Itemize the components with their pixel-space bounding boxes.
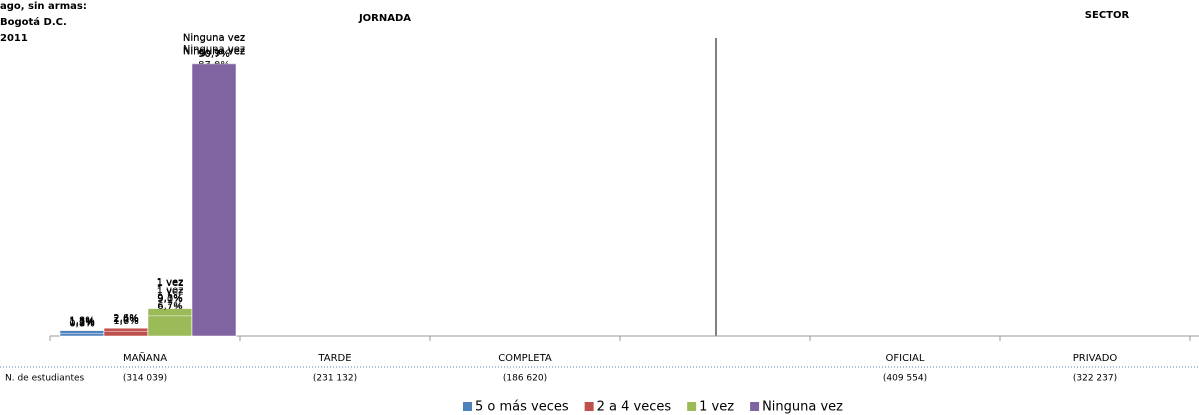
data-label: 1,7% [113,316,138,327]
data-label: 1,3% [69,317,94,328]
data-label: 1,6% [113,316,138,327]
data-label: 6,7% [157,301,182,312]
data-label-name: Ninguna vez [183,46,245,57]
count-label: (231 132) [313,374,357,384]
data-label: 90,9% [198,48,230,59]
count-label: (322 237) [1073,374,1117,384]
data-label-name: Ninguna vez [183,47,245,58]
bar [103,330,149,337]
counts-label: N. de estudiantes [5,374,85,384]
count-label: (314 039) [123,374,167,384]
x-tick-label: MAÑANA [123,351,167,364]
data-label-name: 1 vez [157,285,184,296]
data-label-name: 1 vez [157,277,184,288]
data-label-name: Ninguna vez [183,32,245,43]
bar [147,315,193,337]
legend-swatch [750,402,760,411]
legend-label: 2 a 4 veces [597,400,672,415]
data-label: 9,3% [157,293,182,304]
data-label-name: 1 vez [157,287,184,298]
legend-swatch [687,402,697,411]
data-label-name: Ninguna vez [183,33,245,44]
title-line: ago, sin armas: [0,1,87,12]
data-label: 2,6% [113,313,138,324]
data-label-name: Ninguna vez [183,44,245,55]
data-label-name: 1 vez [157,278,184,289]
data-label: 9,1% [157,294,182,305]
data-label: 2,5% [113,314,138,325]
data-label-name: 1 vez [157,278,184,289]
count-label: (409 554) [883,374,927,384]
count-label: (186 620) [503,374,547,384]
x-tick-label: OFICIAL [886,353,925,364]
legend-swatch [463,402,472,411]
group-title: SECTOR [1085,10,1130,21]
data-label: 90,7% [198,49,230,60]
x-tick-label: COMPLETA [498,353,552,364]
x-tick-label: PRIVADO [1073,353,1118,364]
bar [59,333,105,337]
legend-label: 5 o más veces [475,400,569,415]
bar [191,63,237,337]
title-line: 2011 [0,33,28,44]
legend-label: 1 vez [699,400,734,415]
x-tick-label: TARDE [317,353,351,364]
group-title: JORNADA [358,13,411,24]
data-label: 0,8% [69,319,94,330]
data-label: 9,0% [157,294,182,305]
data-label: 2,4% [113,314,138,325]
legend-swatch [584,402,594,411]
legend-label: Ninguna vez [762,400,843,415]
data-label: 1,8% [69,316,94,327]
title-line: Bogotá D.C. [0,16,67,28]
data-label: 1,5% [69,317,94,328]
data-label: 1,1% [69,318,94,329]
